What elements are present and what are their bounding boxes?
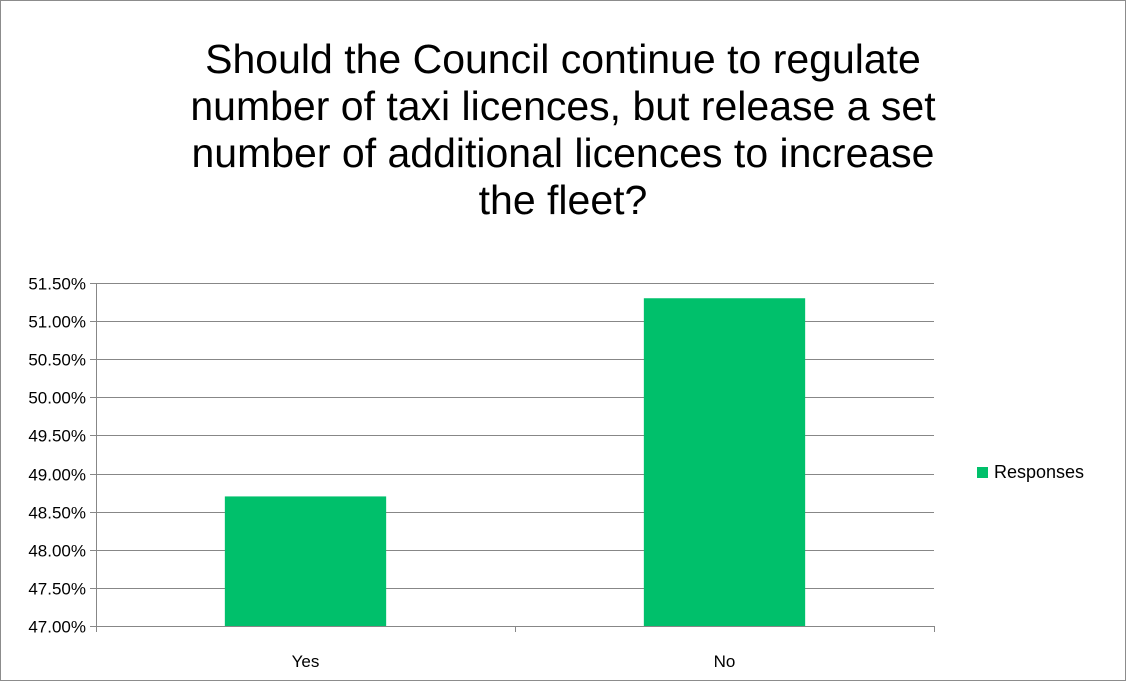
y-tick-label: 47.00% xyxy=(28,618,86,637)
y-tick-label: 48.50% xyxy=(28,504,86,523)
y-tick-label: 49.00% xyxy=(28,466,86,485)
y-tick-label: 48.00% xyxy=(28,542,86,561)
y-tick-labels: 47.00% 47.50% 48.00% 48.50% 49.00% 49.50% 50.0… xyxy=(28,275,86,637)
bar-yes xyxy=(224,496,387,626)
axes xyxy=(96,283,935,632)
chart-title: Should the Council continue to regulate … xyxy=(190,36,936,223)
x-tick-labels: Yes No xyxy=(292,652,736,671)
y-tick-label: 50.50% xyxy=(28,351,86,370)
bars xyxy=(224,298,806,626)
gridlines xyxy=(90,283,934,627)
bar-no xyxy=(643,298,806,626)
y-tick-label: 51.50% xyxy=(28,275,86,294)
legend-swatch-responses xyxy=(977,467,988,478)
x-tick-label: No xyxy=(714,652,736,671)
x-tick-label: Yes xyxy=(292,652,320,671)
y-tick-label: 49.50% xyxy=(28,427,86,446)
y-tick-label: 47.50% xyxy=(28,580,86,599)
y-tick-label: 51.00% xyxy=(28,313,86,332)
legend-label-responses: Responses xyxy=(994,462,1085,482)
legend: Responses xyxy=(977,462,1084,483)
y-tick-label: 50.00% xyxy=(28,389,86,408)
